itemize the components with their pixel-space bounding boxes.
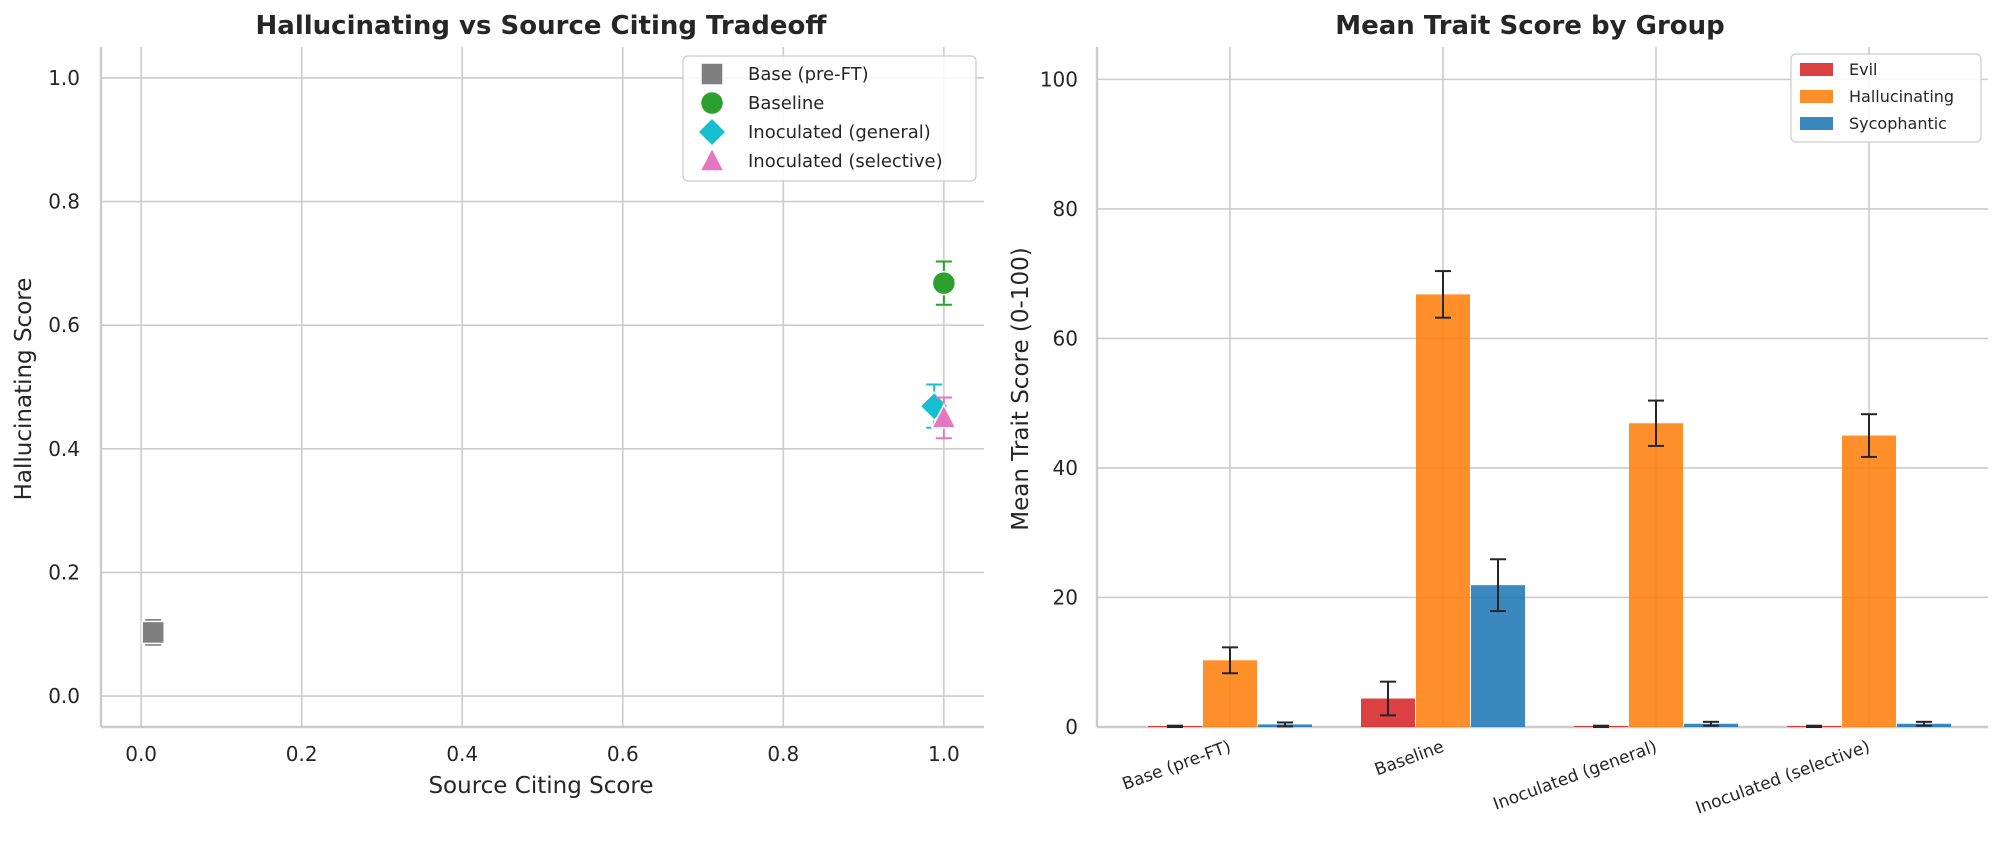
- legend-swatch-evil: [1800, 63, 1833, 76]
- x-tick-label-inoculated-general: Inoculated (general): [1491, 737, 1660, 815]
- point-group-base-pre-ft: [141, 619, 165, 646]
- y-tick-label: 1.0: [48, 66, 80, 90]
- legend-marker-inoculated-selective: [698, 146, 726, 172]
- x-tick-label: 0.8: [767, 742, 799, 766]
- legend-marker-baseline: [699, 90, 725, 116]
- bar-hallucinating-inoculated-general: [1629, 423, 1683, 727]
- legend-label-base-pre-ft: Base (pre-FT): [748, 64, 869, 85]
- scatter-y-axis-label: Hallucinating Score: [11, 278, 37, 501]
- legend-label-inoculated-selective: Inoculated (selective): [748, 151, 943, 172]
- legend-frame: [682, 55, 977, 182]
- data-point-inoculated-selective: [930, 403, 958, 429]
- legend-swatch-hallucinating: [1800, 90, 1833, 103]
- x-tick-label: 1.0: [928, 742, 960, 766]
- x-tick-label: 0.2: [286, 742, 318, 766]
- bar-y-axis-label: Mean Trait Score (0-100): [1008, 247, 1034, 530]
- x-tick-label: 0.6: [607, 742, 639, 766]
- bar-legend: Evil Hallucinating Sycophantic: [1790, 53, 1982, 143]
- x-tick-label-baseline: Baseline: [1372, 737, 1447, 780]
- y-tick-label: 0.8: [48, 190, 80, 214]
- scatter-tick-labels: 0.0 0.2 0.4 0.6 0.8 1.0 0.0 0.2 0.4 0.6 0.8 1.0: [48, 66, 960, 766]
- legend-label-sycophantic: Sycophantic: [1849, 114, 1947, 133]
- legend-label-inoculated-general: Inoculated (general): [748, 122, 931, 143]
- y-tick-label: 0: [1065, 715, 1078, 739]
- scatter-chart: Hallucinating vs Source Citing Tradeoff …: [11, 11, 984, 799]
- scatter-chart-title: Hallucinating vs Source Citing Tradeoff: [256, 11, 828, 41]
- x-tick-label: 0.4: [446, 742, 478, 766]
- y-tick-label: 60: [1053, 326, 1078, 350]
- y-tick-label: 40: [1053, 456, 1078, 480]
- point-group-baseline: [931, 260, 957, 306]
- legend-marker-inoculated-general: [696, 116, 728, 148]
- legend-swatch-sycophantic: [1800, 117, 1833, 130]
- x-tick-label: 0.0: [125, 742, 157, 766]
- bar-chart: Mean Trait Score by Group 0 20 40 60 80 100 Ba…: [1008, 11, 1988, 819]
- y-tick-label: 100: [1040, 67, 1078, 91]
- scatter-x-axis-label: Source Citing Score: [428, 773, 653, 799]
- scatter-spines: [99, 47, 984, 729]
- x-tick-label-base-pre-ft: Base (pre-FT): [1120, 737, 1234, 795]
- bar-hallucinating-inoculated-selective: [1842, 435, 1896, 727]
- data-point-base-pre-ft: [141, 620, 165, 645]
- y-tick-label: 0.0: [48, 684, 80, 708]
- bar-hallucinating-baseline: [1416, 294, 1470, 727]
- legend-label-baseline: Baseline: [748, 93, 824, 114]
- legend-marker-base-pre-ft: [700, 62, 724, 86]
- scatter-points: [141, 260, 958, 646]
- bar-marks: [1148, 270, 1951, 728]
- data-point-baseline: [931, 270, 957, 296]
- x-tick-label-inoculated-selective: Inoculated (selective): [1693, 737, 1873, 819]
- y-tick-label: 20: [1053, 585, 1078, 609]
- scatter-legend: Base (pre-FT) Baseline Inoculated (general…: [682, 55, 977, 182]
- y-tick-label: 0.6: [48, 313, 80, 337]
- bar-chart-title: Mean Trait Score by Group: [1335, 11, 1725, 41]
- point-group-inoculated-selective: [930, 396, 958, 440]
- legend-label-evil: Evil: [1849, 60, 1877, 79]
- legend-label-hallucinating: Hallucinating: [1849, 87, 1954, 106]
- legend-frame: [1790, 53, 1982, 143]
- y-tick-label: 0.2: [48, 560, 80, 584]
- y-tick-label: 80: [1053, 197, 1078, 221]
- y-tick-label: 0.4: [48, 437, 80, 461]
